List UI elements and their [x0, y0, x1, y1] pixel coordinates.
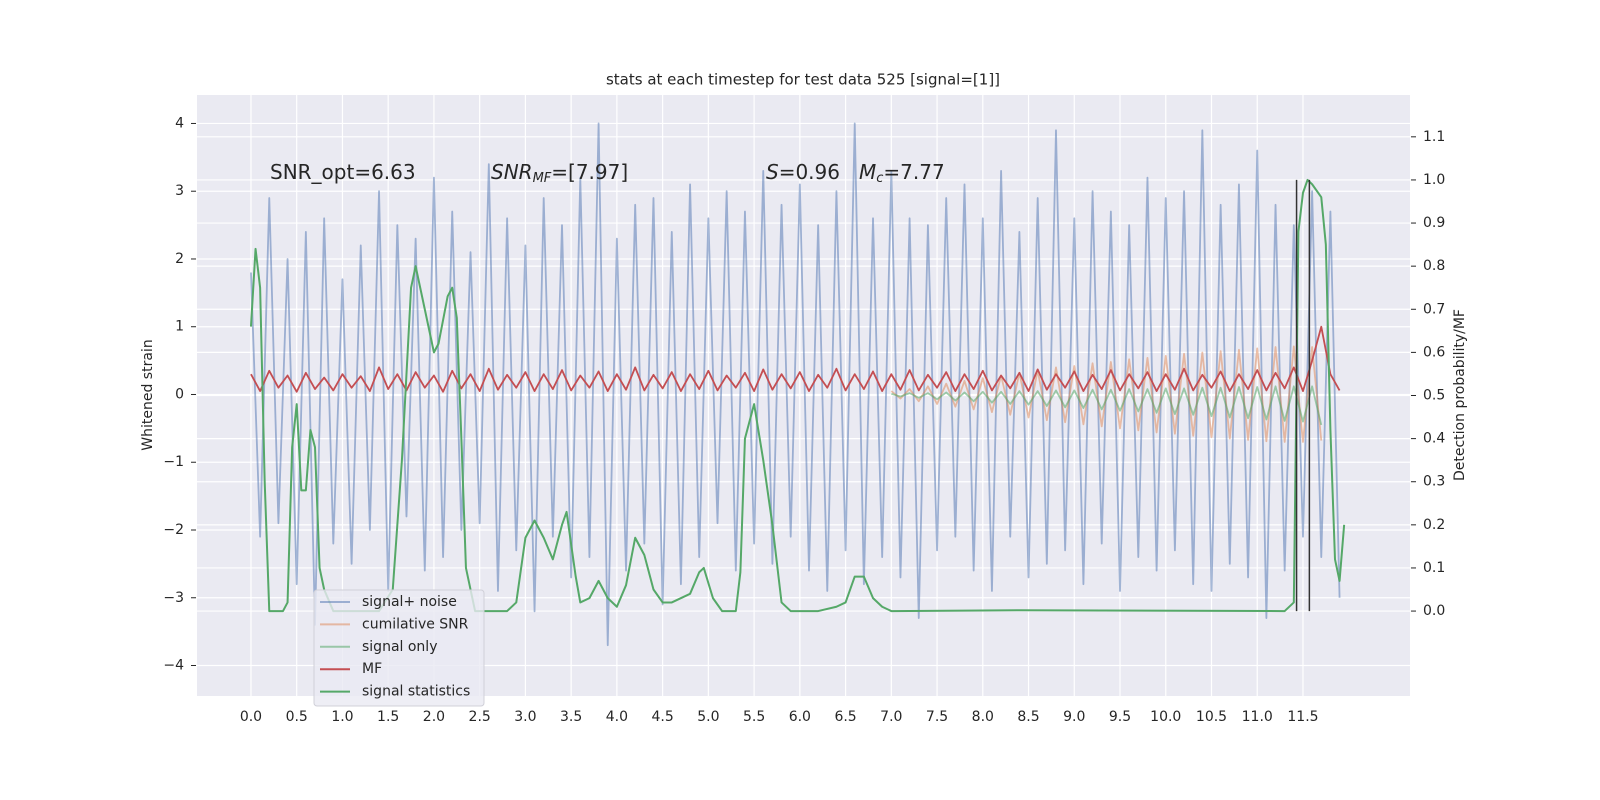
x-tick-label: 11.5 [1287, 709, 1318, 725]
x-tick-label: 10.5 [1196, 709, 1227, 725]
x-tick-label: 1.5 [377, 709, 399, 725]
annotation-text: =[7.97] [551, 160, 628, 184]
x-tick-label: 3.5 [560, 709, 582, 725]
annotation-subscript: MF [533, 171, 552, 186]
series-line [250, 122, 1341, 647]
legend-label: signal+ noise [362, 594, 457, 610]
x-tick-label: 6.5 [834, 709, 856, 725]
x-tick-label: 9.0 [1063, 709, 1085, 725]
y2-axis-label: Detection probability/MF [1452, 309, 1468, 481]
chart-title: stats at each timestep for test data 525… [606, 71, 1000, 89]
x-tick-label: 7.0 [880, 709, 902, 725]
annotation-subscript: c [876, 171, 883, 186]
y2-tick-label: 0.8 [1423, 258, 1445, 274]
y2-tick-label: 0.0 [1423, 603, 1445, 619]
annotation: SNRMF=[7.97] [491, 160, 628, 186]
y2-tick-label: 1.1 [1423, 129, 1445, 145]
series-line [891, 385, 1323, 426]
y-tick-label: 3 [175, 183, 184, 199]
annotation-text: =0.96 [779, 160, 840, 184]
marks [249, 122, 1346, 647]
y2-tick-label: 0.1 [1423, 560, 1445, 576]
x-tick-label: 11.0 [1242, 709, 1273, 725]
y-tick-label: −4 [163, 658, 184, 674]
y2-tick-label: 0.2 [1423, 517, 1445, 533]
x-tick-label: 1.0 [331, 709, 353, 725]
y2-tick-label: 0.5 [1423, 388, 1445, 404]
x-tick-label: 9.5 [1109, 709, 1131, 725]
x-tick-label: 10.0 [1150, 709, 1181, 725]
annotation: Mc=7.77 [859, 160, 945, 186]
x-tick-label: 0.0 [240, 709, 262, 725]
y-tick-label: 1 [175, 319, 184, 335]
legend-label: signal statistics [362, 684, 470, 700]
annotation-text: S [766, 160, 779, 184]
x-tick-label: 6.0 [789, 709, 811, 725]
x-tick-label: 8.5 [1017, 709, 1039, 725]
y-tick-label: −3 [163, 590, 184, 606]
y-tick-label: 0 [175, 386, 184, 402]
legend-label: MF [362, 661, 382, 677]
y2-tick-label: 0.4 [1423, 431, 1445, 447]
y-tick-label: −2 [163, 522, 184, 538]
y2-tick-label: 0.9 [1423, 215, 1445, 231]
legend-box [313, 589, 485, 707]
x-tick-label: 4.5 [651, 709, 673, 725]
legend-label: cumilative SNR [362, 616, 469, 632]
series-line [890, 345, 1323, 443]
x-tick-label: 3.0 [514, 709, 536, 725]
y-tick-label: 4 [175, 115, 184, 131]
x-tick-label: 5.5 [743, 709, 765, 725]
x-tick-label: 5.0 [697, 709, 719, 725]
annotation: SNR_opt=6.63 [270, 160, 416, 184]
y2-tick-label: 0.6 [1423, 344, 1445, 360]
x-tick-label: 7.5 [926, 709, 948, 725]
y2-tick-label: 0.7 [1423, 301, 1445, 317]
y-tick-label: −1 [163, 454, 184, 470]
annotation: S=0.96 [766, 160, 840, 184]
x-tick-label: 2.5 [469, 709, 491, 725]
x-tick-label: 8.0 [972, 709, 994, 725]
x-tick-label: 2.0 [423, 709, 445, 725]
legend-label: signal only [362, 639, 437, 655]
grid [197, 95, 1410, 696]
y2-tick-label: 1.0 [1423, 172, 1445, 188]
y-axis-label: Whitened strain [140, 339, 156, 450]
annotation-text: =7.77 [883, 160, 944, 184]
annotation-text: SNR_opt=6.63 [270, 160, 416, 184]
annotation-text: M [859, 160, 876, 184]
series-line [250, 325, 1341, 393]
y2-tick-label: 0.3 [1423, 474, 1445, 490]
legend: signal+ noise cumilative SNR signal only MF… [313, 589, 485, 707]
x-tick-label: 0.5 [286, 709, 308, 725]
series-line [249, 178, 1346, 613]
annotation-text: SNR [491, 160, 533, 184]
x-tick-label: 4.0 [606, 709, 628, 725]
y-tick-label: 2 [175, 251, 184, 267]
